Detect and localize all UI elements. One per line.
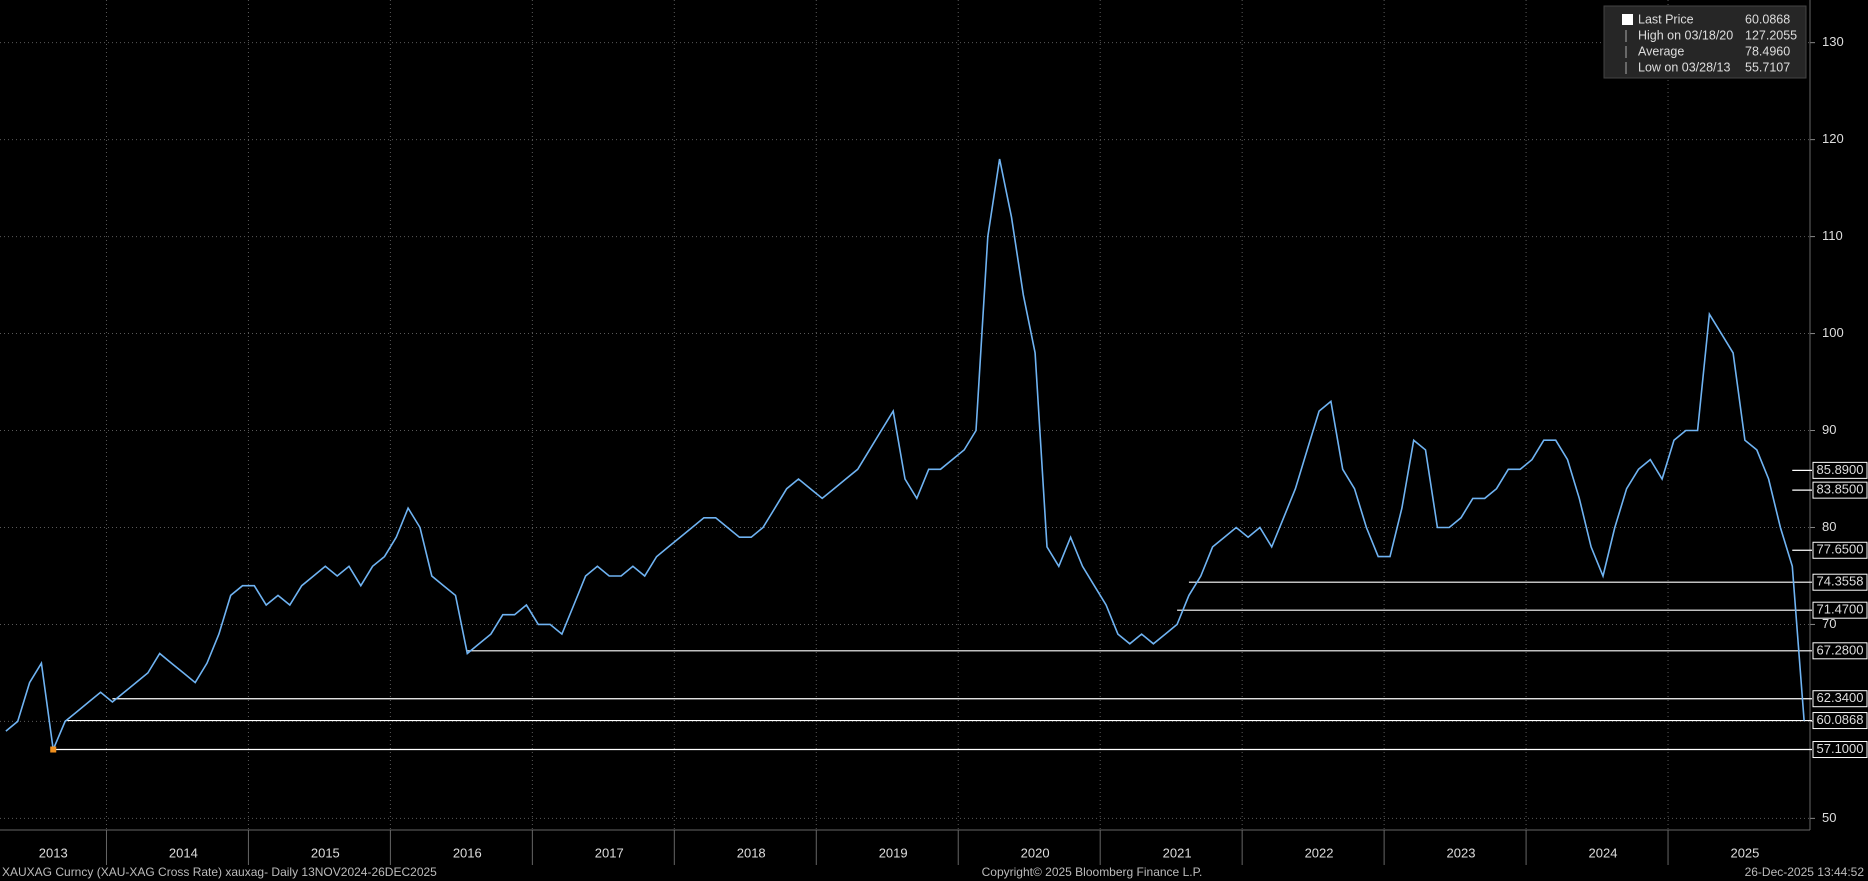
level-label: 60.0868 xyxy=(1817,712,1864,727)
level-box xyxy=(1812,461,1868,479)
legend-value: 60.0868 xyxy=(1745,12,1790,26)
x-tick-label: 2020 xyxy=(1021,845,1050,860)
level-box xyxy=(1812,690,1868,708)
x-tick-label: 2021 xyxy=(1163,845,1192,860)
y-tick-label: 100 xyxy=(1822,325,1844,340)
price-line xyxy=(5,158,1805,753)
legend-box xyxy=(1603,5,1807,79)
level-label: 62.3400 xyxy=(1817,690,1864,705)
x-tick-label: 2015 xyxy=(311,845,340,860)
y-tick-label: 70 xyxy=(1822,616,1836,631)
x-tick-label: 2025 xyxy=(1730,845,1759,860)
x-tick-label: 2024 xyxy=(1589,845,1618,860)
level-box xyxy=(1812,541,1868,559)
footer-right: 26-Dec-2025 13:44:52 xyxy=(1745,865,1865,879)
x-tick-label: 2023 xyxy=(1447,845,1476,860)
level-label: 57.1000 xyxy=(1817,741,1864,756)
legend-label: Average xyxy=(1638,44,1684,58)
x-tick-label: 2016 xyxy=(453,845,482,860)
level-label: 85.8900 xyxy=(1817,462,1864,477)
y-tick-label: 90 xyxy=(1822,422,1836,437)
legend-value: 78.4960 xyxy=(1745,44,1790,58)
legend-label: High on 03/18/20 xyxy=(1638,28,1733,42)
y-tick-label: 130 xyxy=(1822,34,1844,49)
y-tick-label: 110 xyxy=(1822,228,1843,243)
x-tick-label: 2013 xyxy=(39,845,68,860)
x-tick-label: 2022 xyxy=(1305,845,1334,860)
x-tick-label: 2017 xyxy=(595,845,624,860)
legend-value: 55.7107 xyxy=(1745,60,1790,74)
footer-center: Copyright© 2025 Bloomberg Finance L.P. xyxy=(982,865,1203,879)
legend-label: Last Price xyxy=(1638,12,1694,26)
x-tick-label: 2018 xyxy=(737,845,766,860)
level-label: 71.4700 xyxy=(1817,602,1864,617)
y-tick-label: 80 xyxy=(1822,519,1836,534)
footer-left: XAUXAG Curncy (XAU-XAG Cross Rate) xauxa… xyxy=(2,865,437,879)
level-box xyxy=(1812,573,1868,591)
level-box xyxy=(1812,481,1868,499)
level-box xyxy=(1812,741,1868,759)
level-label: 74.3558 xyxy=(1817,574,1864,589)
legend-label: Low on 03/28/13 xyxy=(1638,60,1730,74)
x-tick-label: 2014 xyxy=(169,845,198,860)
level-label: 83.8500 xyxy=(1817,482,1864,497)
level-label: 77.6500 xyxy=(1817,542,1864,557)
level-box xyxy=(1812,642,1868,660)
y-tick-label: 50 xyxy=(1822,810,1836,825)
legend-value: 127.2055 xyxy=(1745,28,1797,42)
level-label: 67.2800 xyxy=(1817,642,1864,657)
legend-swatch xyxy=(1622,14,1633,25)
x-tick-label: 2019 xyxy=(879,845,908,860)
level-box xyxy=(1812,712,1868,730)
y-tick-label: 120 xyxy=(1822,131,1844,146)
level-box xyxy=(1812,601,1868,619)
low-marker xyxy=(50,746,57,753)
